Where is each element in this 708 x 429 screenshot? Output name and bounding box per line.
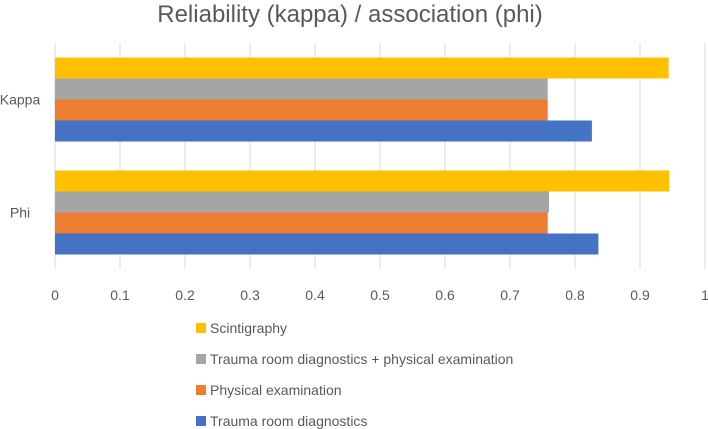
category-label-kappa: Kappa	[0, 92, 40, 108]
x-tick-label: 0.2	[175, 287, 195, 303]
x-tick-label: 0.3	[240, 287, 260, 303]
x-tick-label: 0.9	[630, 287, 650, 303]
bar-kappa-series-1	[55, 120, 592, 142]
bars	[55, 57, 670, 255]
legend-label: Trauma room diagnostics	[210, 413, 367, 429]
x-tick-label: 0.7	[500, 287, 520, 303]
legend-swatch	[196, 323, 206, 333]
legend-swatch	[196, 416, 206, 426]
legend-swatch	[196, 385, 206, 395]
bar-phi-series-3	[55, 191, 549, 213]
category-label-phi: Phi	[10, 205, 30, 221]
legend-swatch	[196, 354, 206, 364]
x-tick-label: 1	[701, 287, 708, 303]
legend-label: Physical examination	[210, 382, 342, 398]
x-tick-label: 0.1	[110, 287, 130, 303]
bar-kappa-series-4	[55, 57, 669, 79]
x-tick-label: 0.5	[370, 287, 390, 303]
chart-title: Reliability (kappa) / association (phi)	[157, 1, 543, 28]
x-tick-label: 0.4	[305, 287, 325, 303]
legend-label: Trauma room diagnostics + physical exami…	[210, 351, 513, 367]
y-axis-categories: Kappa Phi	[0, 92, 40, 221]
x-tick-label: 0.6	[435, 287, 455, 303]
bar-phi-series-1	[55, 233, 599, 255]
x-tick-label: 0	[51, 287, 59, 303]
bar-phi-series-4	[55, 170, 670, 192]
x-axis-ticks: 0 0.1 0.2 0.3 0.4 0.5 0.6 0.7 0.8 0.9 1	[51, 287, 708, 303]
x-tick-label: 0.8	[565, 287, 585, 303]
bar-kappa-series-3	[55, 78, 548, 100]
legend: Scintigraphy Trauma room diagnostics + ph…	[196, 320, 513, 429]
legend-label: Scintigraphy	[210, 320, 287, 336]
bar-phi-series-2	[55, 212, 548, 234]
bar-kappa-series-2	[55, 99, 548, 121]
